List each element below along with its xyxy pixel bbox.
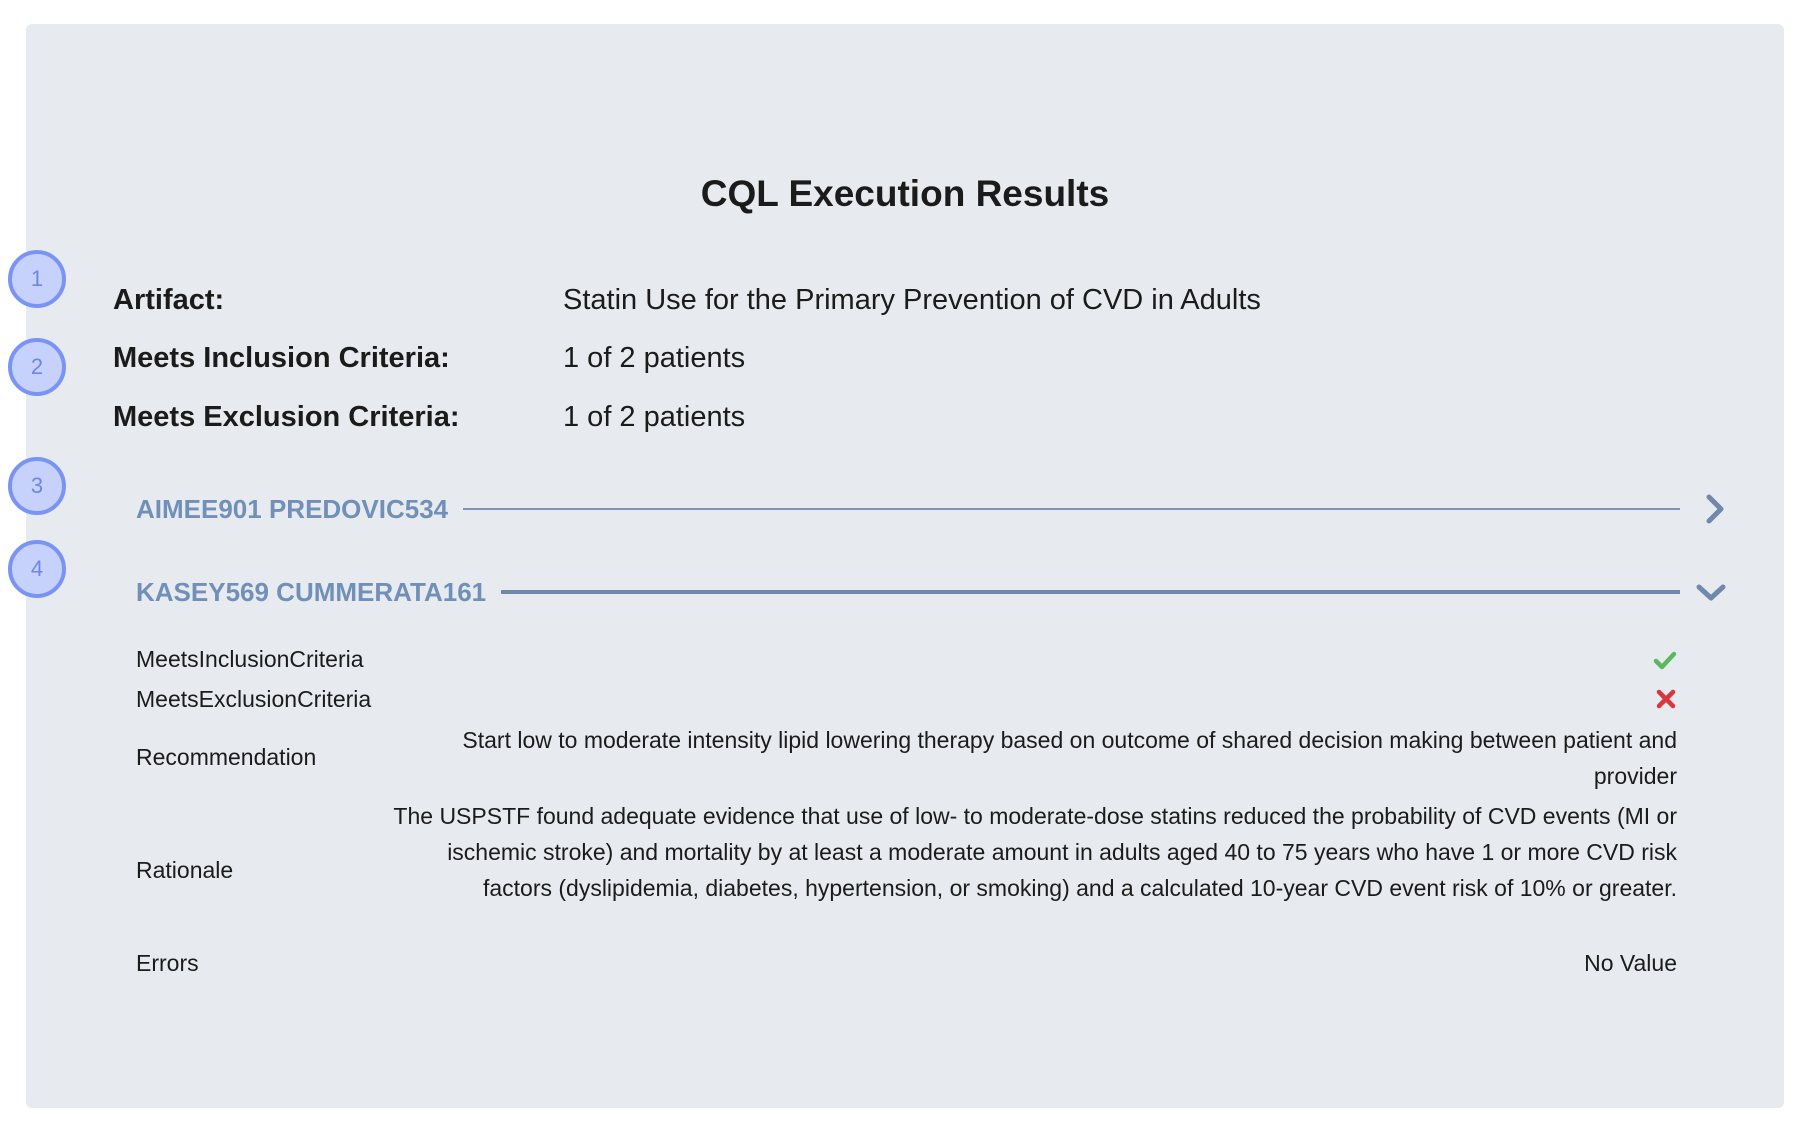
marker-1: 1 xyxy=(8,250,66,308)
marker-4: 4 xyxy=(8,540,66,598)
patient-row-aimee901[interactable]: AIMEE901 PREDOVIC534 xyxy=(136,487,1726,531)
cross-icon xyxy=(1655,682,1677,720)
inclusion-criteria-value: 1 of 2 patients xyxy=(563,342,746,374)
marker-3: 3 xyxy=(8,457,66,515)
artifact-label: Artifact: xyxy=(113,284,225,316)
check-icon xyxy=(1653,642,1677,682)
artifact-value: Statin Use for the Primary Prevention of… xyxy=(563,284,1261,316)
patient-name: KASEY569 CUMMERATA161 xyxy=(136,577,487,607)
results-panel: CQL Execution Results Artifact: Statin U… xyxy=(26,24,1784,1108)
detail-label-rationale: Rationale xyxy=(136,857,234,883)
patient-row-kasey569[interactable]: KASEY569 CUMMERATA161 xyxy=(136,570,1726,614)
patient-name: AIMEE901 PREDOVIC534 xyxy=(136,494,449,524)
exclusion-criteria-value: 1 of 2 patients xyxy=(563,401,746,433)
detail-label-errors: Errors xyxy=(136,950,199,976)
errors-value: No Value xyxy=(1584,950,1677,976)
page-title: CQL Execution Results xyxy=(700,173,1110,214)
patient-divider xyxy=(463,508,1680,510)
detail-label-exclusion: MeetsExclusionCriteria xyxy=(136,686,372,712)
chevron-down-icon[interactable] xyxy=(1680,570,1726,614)
detail-label-inclusion: MeetsInclusionCriteria xyxy=(136,646,364,672)
exclusion-criteria-label: Meets Exclusion Criteria: xyxy=(113,401,460,433)
detail-label-recommendation: Recommendation xyxy=(136,744,317,770)
rationale-value: The USPSTF found adequate evidence that … xyxy=(393,803,1677,901)
inclusion-criteria-label: Meets Inclusion Criteria: xyxy=(113,342,450,374)
patient-divider xyxy=(501,590,1680,594)
recommendation-value: Start low to moderate intensity lipid lo… xyxy=(462,727,1677,789)
marker-2: 2 xyxy=(8,338,66,396)
chevron-right-icon[interactable] xyxy=(1680,487,1726,531)
